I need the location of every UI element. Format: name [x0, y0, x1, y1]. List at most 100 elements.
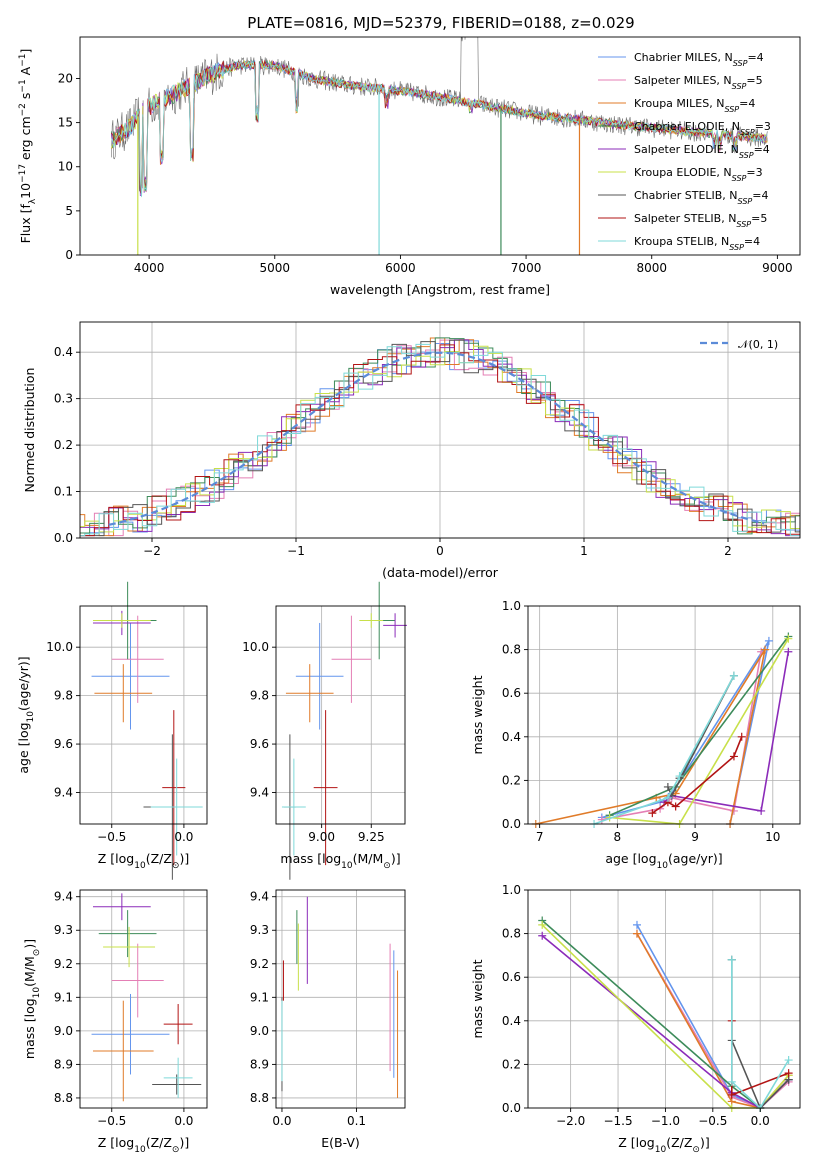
x-tick-label: −0.5 — [97, 830, 126, 844]
axes-frame — [527, 605, 801, 825]
weight-point-marker — [784, 1056, 793, 1065]
panel-age-vs-Z: −0.5 0.0 9.4 9.6 9.8 10.0 Z [log10(Z/Z⊙)] age [… — [16, 581, 208, 880]
grid-lines — [80, 890, 207, 1108]
weight-point-marker — [538, 920, 547, 929]
histogram-series — [80, 345, 800, 533]
y-tick-label: 0 — [65, 248, 73, 262]
y-tick-label: 9.0 — [54, 1024, 73, 1038]
weight-point-marker — [784, 1069, 793, 1078]
grid-lines — [80, 606, 207, 824]
error-bars — [91, 581, 203, 880]
y-tick-label: 9.2 — [250, 957, 269, 971]
spectrum-lines — [111, 37, 768, 255]
weight-point-marker — [675, 772, 684, 781]
x-axis-label: Z [log10(Z/Z⊙)] — [98, 1135, 189, 1155]
weight-point-marker — [727, 1077, 736, 1086]
panel-mass-weight-vs-Z: −2.0 −1.5 −1.0 −0.5 0.0 0.0 0.2 0.4 0.6 0.8 1.0 Z [… — [470, 883, 801, 1155]
y-tick-label: 1.0 — [502, 883, 521, 897]
panel-age-vs-mass: 9.00 9.25 9.4 9.6 9.8 10.0 mass [log10(M/M⊙)] — [242, 581, 407, 880]
axes-frame — [275, 605, 406, 825]
weight-line — [601, 651, 762, 821]
weight-point-marker — [764, 636, 773, 645]
panel-mass-vs-ebv: 0.0 0.1 8.8 8.9 9.0 9.1 9.2 9.3 9.4 E(B-V) — [250, 889, 406, 1150]
legend-entry: Kroupa MILES, NSSP=4 — [634, 97, 755, 114]
weight-point-marker — [727, 1090, 736, 1099]
y-tick-label: 0.4 — [502, 730, 521, 744]
y-tick-label: 8.8 — [250, 1091, 269, 1105]
weight-point-marker — [727, 955, 736, 964]
axes-frame — [275, 889, 406, 1109]
legend-entry: Salpeter STELIB, NSSP=5 — [634, 212, 767, 229]
error-bars — [281, 581, 407, 880]
y-tick-label: 9.4 — [54, 890, 73, 904]
error-bars — [91, 893, 202, 1102]
y-tick-label: 0.0 — [502, 1101, 521, 1115]
x-axis-label: (data-model)/error — [382, 565, 499, 580]
y-tick-label: 9.8 — [250, 689, 269, 703]
y-tick-label: 8.9 — [54, 1057, 73, 1071]
x-tick-label: 0.0 — [272, 1114, 291, 1128]
x-axis-label: age [log10(age/yr)] — [605, 851, 722, 871]
y-tick-label: 0.1 — [54, 485, 73, 499]
x-tick-label: −1.5 — [603, 1114, 632, 1128]
x-axis-label: wavelength [Angstrom, rest frame] — [330, 282, 550, 297]
y-tick-label: 0.0 — [54, 531, 73, 545]
spectrum-series-salpeter-elodie — [111, 60, 768, 196]
y-tick-label: 0.2 — [502, 773, 521, 787]
legend-entry: Chabrier MILES, NSSP=4 — [634, 51, 764, 68]
y-tick-label: 10.0 — [46, 640, 73, 654]
weight-point-marker — [663, 793, 672, 802]
panel-residuals: −2 −1 0 1 2 0.0 0.1 0.2 0.3 0.4 (data-model)/error… — [22, 321, 801, 580]
grid-lines — [276, 606, 405, 824]
y-tick-label: 15 — [58, 116, 73, 130]
weight-line — [730, 959, 790, 1110]
x-tick-label: 1 — [580, 544, 588, 558]
x-tick-label: 0.1 — [347, 1114, 366, 1128]
x-tick-label: −2.0 — [556, 1114, 585, 1128]
x-tick-label: 9 — [691, 830, 699, 844]
weight-point-marker — [648, 809, 657, 818]
weight-point-marker — [784, 634, 793, 643]
x-tick-label: 10 — [765, 830, 780, 844]
legend-entry: Chabrier ELODIE, NSSP=3 — [634, 120, 771, 137]
y-axis-label: Normed distribution — [22, 368, 37, 493]
y-tick-label: 9.3 — [54, 923, 73, 937]
x-tick-label: −1 — [287, 544, 305, 558]
error-bars — [281, 896, 399, 1098]
axes-frame — [79, 889, 208, 1109]
y-tick-label: 0.4 — [54, 345, 73, 359]
legend-entry: Salpeter MILES, NSSP=5 — [634, 74, 763, 91]
weight-point-marker — [663, 782, 672, 791]
weight-point-marker — [671, 802, 680, 811]
x-axis-label: mass [log10(M/M⊙)] — [280, 851, 400, 871]
grid-lines — [276, 890, 405, 1108]
panel-spectrum: 4000 5000 6000 7000 8000 9000 0 5 10 15 20 waveleng… — [18, 36, 801, 297]
weight-line — [601, 640, 770, 825]
y-axis-label: Flux [fλ10−17 erg cm−2 s−1 A−1] — [18, 49, 38, 244]
y-tick-label: 9.6 — [54, 737, 73, 751]
spectrum-series-kroupa-stelib — [111, 60, 768, 198]
y-tick-label: 0.6 — [502, 970, 521, 984]
axes-frame — [79, 36, 801, 256]
weight-point-marker — [538, 931, 547, 940]
weight-point-marker — [632, 929, 641, 938]
y-tick-label: 9.1 — [250, 990, 269, 1004]
y-tick-label: 9.6 — [250, 737, 269, 751]
y-tick-label: 9.3 — [250, 923, 269, 937]
weight-point-marker — [632, 920, 641, 929]
weight-point-marker — [784, 647, 793, 656]
histograms — [80, 337, 800, 537]
grid-lines — [528, 889, 800, 1109]
x-axis-label: E(B-V) — [321, 1135, 360, 1150]
x-tick-label: 9000 — [762, 261, 793, 275]
legend-entry: 𝒩(0, 1) — [738, 338, 778, 351]
panel-mass-weight-vs-age: 7 8 9 10 0.0 0.2 0.4 0.6 0.8 1.0 age [log10(age/yr… — [470, 599, 801, 871]
y-tick-label: 9.0 — [250, 1024, 269, 1038]
y-axis-label: age [log10(age/yr)] — [16, 656, 36, 773]
legend: Chabrier MILES, NSSP=4 Salpeter MILES, NS… — [598, 51, 771, 252]
histogram-series — [80, 337, 800, 535]
legend-entry: Kroupa STELIB, NSSP=4 — [634, 235, 760, 252]
y-tick-label: 0.2 — [502, 1057, 521, 1071]
y-tick-label: 20 — [58, 71, 73, 85]
